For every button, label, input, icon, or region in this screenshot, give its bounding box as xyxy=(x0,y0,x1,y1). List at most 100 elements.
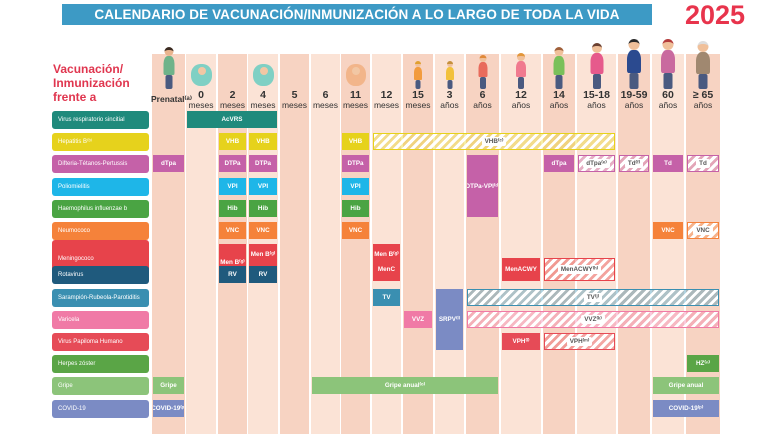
vaccine-cell-label: VNC xyxy=(256,227,270,234)
vaccine-cell: Hib xyxy=(249,199,277,217)
age-number: 15 xyxy=(412,89,424,101)
age-label: Prenatal⁽ᵃ⁾ xyxy=(151,94,192,104)
person-legs xyxy=(698,74,708,89)
vaccine-cell: VHB xyxy=(342,133,369,151)
age-label: 19-59 años xyxy=(618,90,650,110)
age-unit: meses xyxy=(312,100,339,110)
vaccine-cell-label: VPI xyxy=(227,182,238,190)
age-unit: años xyxy=(549,100,569,110)
age-unit: meses xyxy=(188,100,214,110)
vaccine-cell-label: Td xyxy=(696,159,710,169)
person-figure xyxy=(468,55,497,89)
age-label: 14 años xyxy=(543,90,575,110)
person-legs xyxy=(555,75,563,89)
vaccine-label: Hepatitis B⁽ᵇ⁾ xyxy=(52,133,149,152)
age-unit: meses xyxy=(219,100,246,110)
vaccine-cell: VNC xyxy=(342,222,369,239)
vaccine-cell: COVID-19⁽ᵖ⁾ xyxy=(153,399,184,417)
person-body xyxy=(627,50,641,73)
vaccine-cell-label: DTPa xyxy=(254,160,272,168)
vaccine-label: Neumococo xyxy=(52,222,149,240)
vaccine-cell: Td xyxy=(687,155,719,173)
vaccine-cell: VHB xyxy=(249,133,277,151)
baby-face xyxy=(352,67,360,75)
age-unit: años xyxy=(624,100,644,110)
age-unit: años xyxy=(693,100,713,110)
vaccine-cell: VPI xyxy=(249,177,277,195)
vaccine-cell-label: RV xyxy=(228,271,237,279)
person-body xyxy=(661,50,675,73)
person-figure xyxy=(579,43,614,89)
age-number: 60 xyxy=(662,89,674,101)
age-column xyxy=(372,54,401,434)
vaccine-cell: dTpa⁽ᵉ⁾ xyxy=(578,155,615,173)
vaccine-cell-label: AcVRS xyxy=(221,116,243,123)
person-legs xyxy=(663,73,673,89)
person-body xyxy=(516,61,526,77)
row-heading: Vacunación/ Inmunización frente a xyxy=(53,62,130,104)
age-unit: años xyxy=(658,100,678,110)
age-column xyxy=(435,54,464,434)
age-unit: años xyxy=(473,100,492,110)
baby-figure xyxy=(191,64,212,86)
age-label: 11 meses xyxy=(341,90,370,110)
age-column xyxy=(577,54,616,434)
vaccine-cell-label: VHB xyxy=(348,138,363,146)
vaccine-cell-label: Gripe anual xyxy=(668,382,704,390)
vaccine-cell-label: DTPa xyxy=(224,160,241,168)
age-column xyxy=(543,54,575,434)
age-number: 4 xyxy=(260,89,266,101)
age-number: 12 xyxy=(380,89,393,101)
age-unit: meses xyxy=(250,100,276,110)
vaccine-cell: TV xyxy=(373,288,400,306)
person-figure xyxy=(503,53,539,89)
age-column xyxy=(152,54,185,434)
vaccine-cell-label: DTPa-VPI⁽ᵈ⁾ xyxy=(467,182,498,190)
vaccine-cell: Td xyxy=(653,155,683,173)
vaccine-cell: DTPa-VPI⁽ᵈ⁾ xyxy=(467,155,498,217)
vaccine-cell: DTPa xyxy=(342,155,369,173)
age-unit: años xyxy=(440,100,459,110)
baby-figure xyxy=(346,64,366,86)
person-body xyxy=(445,67,454,80)
person-head xyxy=(662,39,674,50)
vaccine-cell-label: RV xyxy=(258,271,268,279)
vaccine-cell: Td⁽ᶠ⁾ xyxy=(619,155,649,173)
vaccine-cell-label: VNC xyxy=(661,227,675,234)
vaccine-cell: VNC xyxy=(653,222,683,239)
age-number: 2 xyxy=(229,89,236,101)
age-unit: meses xyxy=(281,100,308,110)
age-unit: meses xyxy=(373,100,400,110)
age-number: 11 xyxy=(349,89,362,101)
vaccine-cell: MenACWY xyxy=(502,257,540,282)
person-head xyxy=(479,55,486,62)
person-head xyxy=(591,43,602,53)
age-unit: años xyxy=(587,100,606,110)
vaccine-cell-label: MenACWY xyxy=(505,265,537,273)
vaccine-cell: VHB xyxy=(219,133,246,151)
vaccine-label: Herpes zóster xyxy=(52,355,149,374)
age-column xyxy=(341,54,370,434)
age-column xyxy=(501,54,541,434)
page-title: CALENDARIO DE VACUNACIÓN/INMUNIZACIÓN A … xyxy=(62,4,652,25)
vaccine-cell: HZ⁽ⁿ⁾ xyxy=(687,355,719,373)
vaccine-cell: Hib xyxy=(342,199,369,217)
age-label: 6 años xyxy=(466,90,499,110)
vaccine-cell-label: VNC xyxy=(348,227,363,234)
vaccine-cell: VVZ xyxy=(404,310,432,328)
person-legs xyxy=(592,74,601,89)
person-body xyxy=(414,67,422,80)
age-number: 19-59 xyxy=(620,89,648,101)
person-body xyxy=(553,56,565,75)
vaccine-cell: VPH⁽ᵐ⁾ xyxy=(544,333,615,350)
vaccine-cell-label: Gripe anual⁽ᵒ⁾ xyxy=(384,382,426,390)
vaccine-cell-label: Hib xyxy=(227,204,238,212)
vaccine-label: Virus respiratorio sincitial xyxy=(52,111,149,129)
vaccine-cell-label: dTpa xyxy=(160,160,177,168)
person-body xyxy=(696,52,710,74)
vaccine-cell-label: VVZ xyxy=(411,315,425,323)
vaccine-cell: Hib xyxy=(219,199,246,217)
vaccine-cell: DTPa xyxy=(249,155,277,173)
age-unit: meses xyxy=(405,100,431,110)
age-column xyxy=(466,54,499,434)
